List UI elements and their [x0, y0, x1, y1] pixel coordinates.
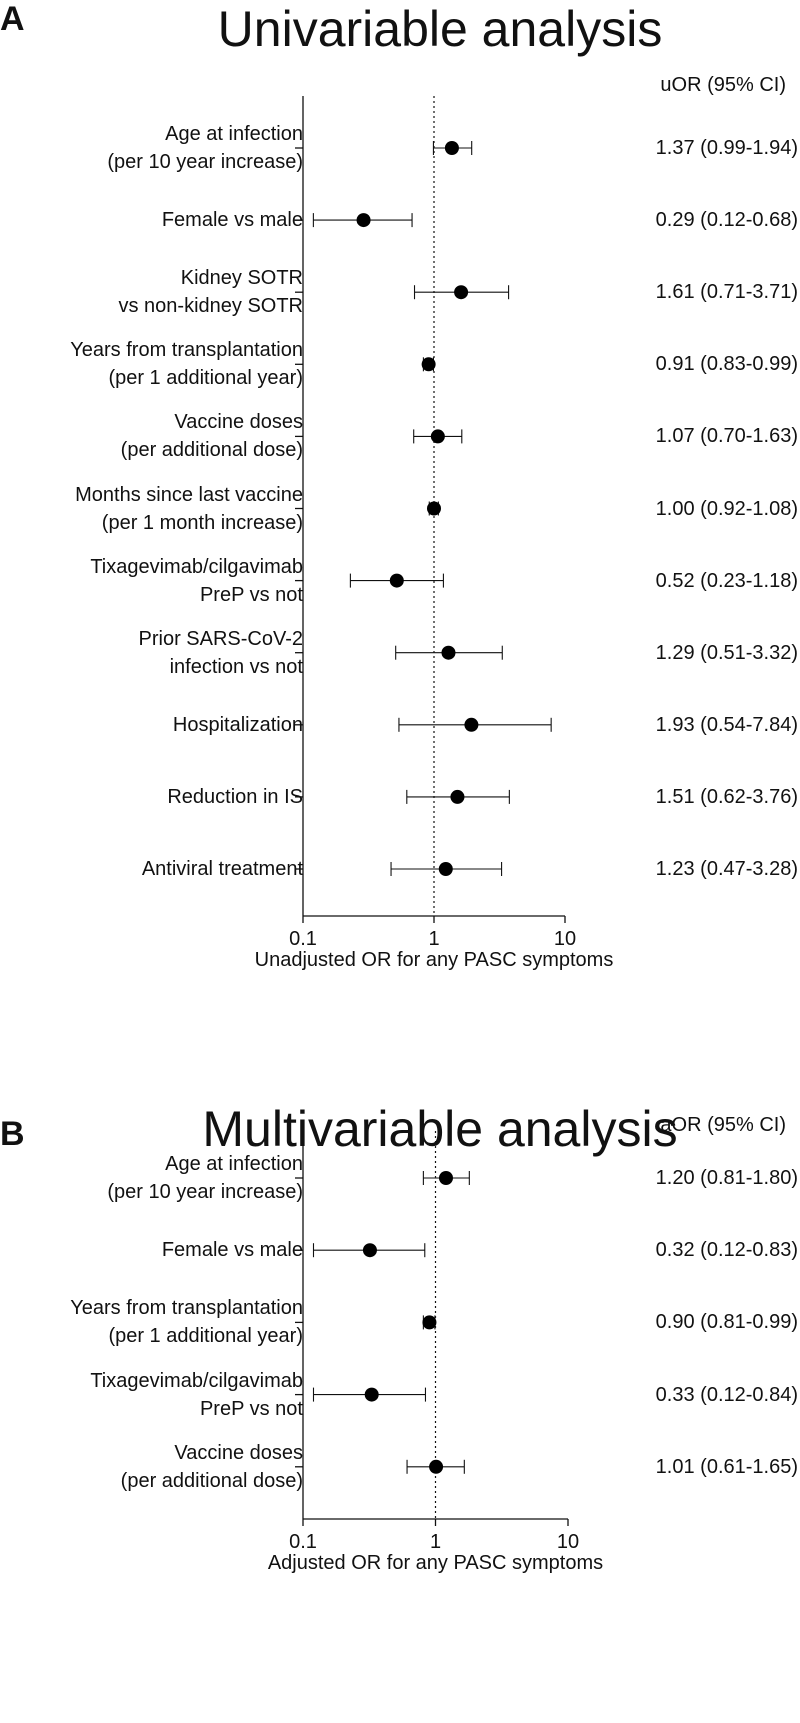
column-header: uOR (95% CI): [660, 74, 786, 96]
x-axis-label: Adjusted OR for any PASC symptoms: [268, 1552, 603, 1574]
point-estimate: [430, 429, 445, 444]
row-label: Tixagevimab/cilgavimab PreP vs not: [90, 555, 303, 606]
x-tick-label: 10: [554, 928, 576, 950]
row-label: Kidney SOTR vs non-kidney SOTR: [118, 267, 303, 318]
row-value: 1.23 (0.47-3.28): [655, 858, 798, 880]
x-tick-label: 10: [557, 1531, 579, 1553]
panel-title: Univariable analysis: [217, 1, 663, 57]
point-estimate: [450, 789, 465, 804]
row-label: Age at infection (per 10 year increase): [107, 123, 303, 173]
row-value: 1.51 (0.62-3.76): [655, 785, 798, 808]
point-estimate: [364, 1387, 379, 1402]
row-label: Months since last vaccine (per 1 month i…: [75, 483, 303, 534]
column-header: aOR (95% CI): [660, 1114, 786, 1136]
row-label: Hospitalization: [172, 713, 303, 736]
row-value: 0.29 (0.12-0.68): [655, 209, 798, 232]
x-tick-label: 1: [428, 928, 439, 950]
panel-letter: A: [0, 0, 25, 38]
row-value: 1.01 (0.61-1.65): [655, 1455, 798, 1478]
point-estimate: [441, 645, 456, 660]
panel-b-multivariable: B Multivariable analysis aOR (95% CI) 0.…: [0, 1101, 800, 1723]
point-estimate: [444, 141, 459, 155]
point-estimate: [427, 501, 441, 516]
row-label: Tixagevimab/cilgavimab PreP vs not: [90, 1369, 303, 1420]
point-estimate: [454, 285, 469, 300]
row-label: Vaccine doses (per additional dose): [120, 411, 303, 462]
x-axis-label: Unadjusted OR for any PASC symptoms: [255, 949, 614, 971]
row-label: Antiviral treatment: [141, 858, 303, 880]
row-value: 0.90 (0.81-0.99): [655, 1311, 798, 1334]
point-estimate: [356, 213, 371, 228]
row-value: 0.52 (0.23-1.18): [655, 569, 798, 592]
row-value: 0.91 (0.83-0.99): [655, 353, 798, 376]
row-value: 1.07 (0.70-1.63): [655, 425, 798, 448]
row-label: Years from transplantation (per 1 additi…: [70, 1297, 303, 1348]
panel-a-univariable: A Univariable analysis uOR (95% CI) 0.1 1…: [0, 0, 798, 971]
panel-title: Multivariable analysis: [202, 1101, 678, 1157]
point-estimate: [389, 573, 404, 588]
row-label: Female vs male: [161, 1239, 303, 1262]
row-value: 1.29 (0.51-3.32): [655, 641, 798, 664]
point-estimate: [429, 1459, 444, 1474]
point-estimate: [438, 862, 453, 876]
row-label: Years from transplantation (per 1 additi…: [70, 339, 303, 390]
x-tick-label: 1: [430, 1531, 441, 1553]
row-value: 1.00 (0.92-1.08): [655, 497, 798, 520]
row-value: 0.32 (0.12-0.83): [655, 1239, 798, 1262]
point-estimate: [421, 357, 436, 372]
point-estimate: [362, 1243, 377, 1258]
row-label: Prior SARS-CoV-2 infection vs not: [138, 627, 304, 678]
row-label: Reduction in IS: [167, 785, 303, 808]
point-estimate: [422, 1315, 437, 1330]
row-value: 1.61 (0.71-3.71): [655, 281, 798, 304]
row-label: Vaccine doses (per additional dose): [120, 1441, 303, 1492]
panel-letter: B: [0, 1115, 25, 1153]
row-value: 1.93 (0.54-7.84): [655, 713, 798, 736]
row-value: 1.20 (0.81-1.80): [655, 1167, 798, 1189]
x-tick-label: 0.1: [289, 928, 317, 950]
x-tick-label: 0.1: [289, 1531, 317, 1553]
row-value: 1.37 (0.99-1.94): [655, 137, 798, 159]
point-estimate: [438, 1171, 453, 1185]
point-estimate: [464, 717, 479, 732]
row-label: Female vs male: [161, 209, 303, 232]
row-label: Age at infection (per 10 year increase): [107, 1153, 303, 1203]
row-value: 0.33 (0.12-0.84): [655, 1383, 798, 1406]
